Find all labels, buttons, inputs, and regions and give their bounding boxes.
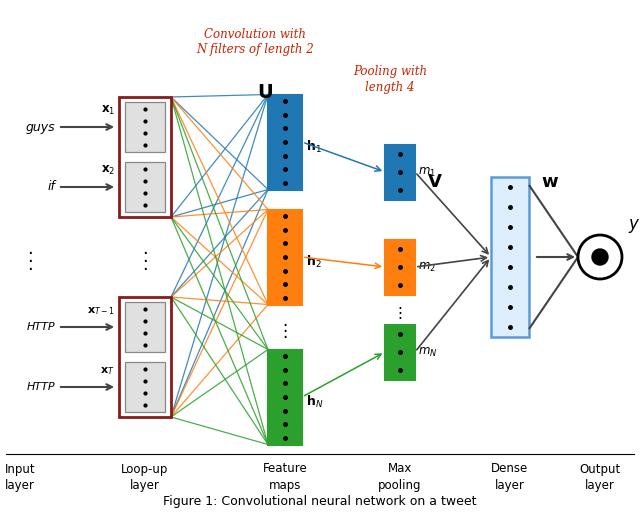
Text: Max: Max: [388, 462, 412, 476]
Text: $\mathbf{h}_2$: $\mathbf{h}_2$: [306, 254, 322, 270]
Text: .: .: [397, 297, 403, 312]
Text: layer: layer: [585, 479, 615, 492]
Text: if: if: [47, 181, 55, 194]
Text: .: .: [397, 307, 403, 322]
Text: length 4: length 4: [365, 81, 415, 95]
Text: Convolution with: Convolution with: [204, 28, 306, 40]
Text: maps: maps: [269, 479, 301, 492]
Bar: [125, 162, 165, 211]
Text: .: .: [142, 240, 148, 258]
Bar: [385, 325, 415, 379]
Text: Feature: Feature: [262, 462, 307, 476]
Text: Input: Input: [4, 462, 35, 476]
Text: Loop-up: Loop-up: [122, 462, 169, 476]
Text: Dense: Dense: [492, 462, 529, 476]
Text: .: .: [27, 256, 33, 274]
Text: $\mathbf{h}_1$: $\mathbf{h}_1$: [306, 139, 322, 155]
Text: $\mathbf{U}$: $\mathbf{U}$: [257, 82, 273, 101]
Text: $\mathbf{x}_{T-1}$: $\mathbf{x}_{T-1}$: [87, 305, 115, 317]
Text: $m_2$: $m_2$: [418, 261, 436, 273]
Text: pooling: pooling: [378, 479, 422, 492]
Text: Pooling with: Pooling with: [353, 66, 427, 78]
Bar: [385, 144, 415, 200]
Text: HTTP: HTTP: [26, 322, 55, 332]
Text: .: .: [282, 324, 287, 342]
Text: $m_N$: $m_N$: [418, 346, 437, 358]
Bar: [268, 209, 302, 305]
Text: layer: layer: [5, 479, 35, 492]
Text: $y$: $y$: [628, 217, 640, 235]
Bar: [119, 97, 171, 217]
Text: Figure 1: Convolutional neural network on a tweet: Figure 1: Convolutional neural network o…: [163, 496, 477, 508]
Text: layer: layer: [495, 479, 525, 492]
Text: layer: layer: [130, 479, 160, 492]
Bar: [268, 95, 302, 189]
Text: .: .: [142, 256, 148, 274]
Text: .: .: [142, 248, 148, 266]
Text: $\mathbf{x}_2$: $\mathbf{x}_2$: [101, 164, 115, 177]
Circle shape: [592, 249, 608, 265]
Bar: [268, 350, 302, 444]
Bar: [491, 177, 529, 337]
Text: Output: Output: [579, 462, 621, 476]
Bar: [125, 362, 165, 412]
Text: N filters of length 2: N filters of length 2: [196, 44, 314, 56]
Text: $\mathbf{x}_T$: $\mathbf{x}_T$: [100, 365, 115, 377]
Text: guys: guys: [26, 120, 55, 134]
Text: $\mathbf{w}$: $\mathbf{w}$: [541, 173, 559, 191]
Text: $m_1$: $m_1$: [418, 165, 436, 179]
Bar: [125, 102, 165, 152]
Bar: [125, 303, 165, 352]
Text: $\mathbf{V}$: $\mathbf{V}$: [427, 173, 443, 191]
Text: $\mathbf{x}_1$: $\mathbf{x}_1$: [101, 104, 115, 117]
Text: .: .: [397, 302, 403, 317]
Text: .: .: [27, 248, 33, 266]
Bar: [119, 297, 171, 417]
Bar: [385, 240, 415, 294]
Text: HTTP: HTTP: [26, 382, 55, 392]
Text: .: .: [27, 240, 33, 258]
Text: $\mathbf{h}_N$: $\mathbf{h}_N$: [306, 394, 323, 410]
Text: .: .: [282, 318, 287, 336]
Text: .: .: [282, 312, 287, 330]
